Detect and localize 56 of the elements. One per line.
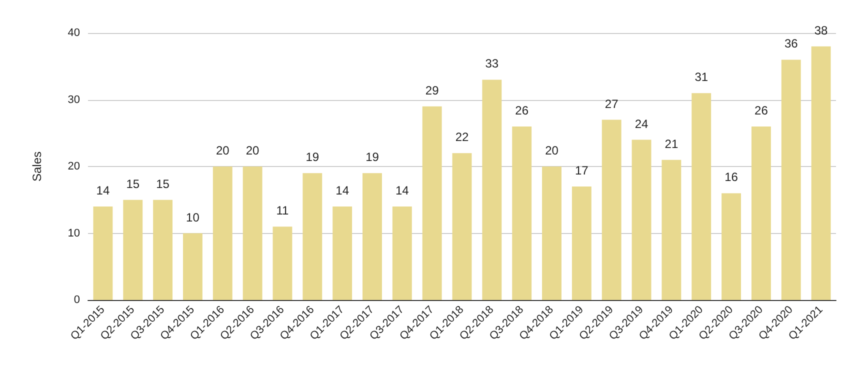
data-label: 26: [515, 103, 529, 118]
bar: [272, 226, 292, 300]
data-label: 33: [485, 56, 499, 71]
bar: [182, 233, 202, 300]
bar: [302, 173, 322, 300]
y-axis-title: Sales: [30, 151, 44, 182]
bar: [332, 206, 352, 300]
bar: [632, 140, 652, 300]
y-tick-label: 10: [68, 227, 80, 240]
data-label: 29: [425, 83, 440, 98]
y-tick-label: 40: [68, 27, 80, 39]
data-label: 15: [156, 176, 170, 191]
bar: [242, 166, 262, 300]
bar: [811, 46, 831, 300]
bar: [452, 153, 472, 300]
bar: [392, 206, 412, 300]
bar: [722, 193, 742, 300]
data-label: 15: [126, 176, 140, 191]
data-label: 10: [186, 210, 200, 224]
bar: [781, 60, 801, 300]
bar: [123, 200, 143, 300]
data-label: 19: [366, 150, 380, 164]
bar: [662, 160, 682, 300]
data-label: 20: [216, 144, 230, 158]
bar: [572, 186, 592, 300]
data-label: 14: [336, 184, 350, 198]
bar: [422, 106, 442, 300]
bar: [692, 93, 712, 300]
data-label: 14: [96, 184, 110, 198]
bar: [602, 120, 622, 300]
data-label: 36: [784, 36, 798, 51]
data-label: 26: [754, 103, 768, 118]
data-label: 16: [724, 170, 738, 184]
y-tick-label: 0: [74, 294, 80, 306]
y-tick-label: 20: [68, 160, 80, 172]
bar: [751, 126, 771, 300]
data-label: 17: [575, 164, 589, 178]
data-label: 20: [545, 144, 559, 158]
data-label: 11: [276, 204, 290, 218]
bar: [212, 166, 232, 300]
data-label: 38: [814, 23, 828, 38]
data-label: 24: [634, 116, 649, 131]
bar: [542, 166, 562, 300]
data-label: 22: [455, 130, 469, 144]
data-label: 14: [395, 184, 410, 198]
bar: [482, 80, 502, 300]
bar: [153, 200, 173, 300]
bar: [512, 126, 532, 300]
data-label: 20: [246, 144, 260, 158]
bar: [362, 173, 382, 300]
data-label: 31: [694, 70, 708, 84]
data-label: 21: [664, 136, 678, 151]
bar: [93, 206, 113, 300]
y-tick-label: 30: [68, 94, 80, 106]
data-label: 27: [604, 96, 619, 111]
data-label: 19: [306, 150, 320, 164]
